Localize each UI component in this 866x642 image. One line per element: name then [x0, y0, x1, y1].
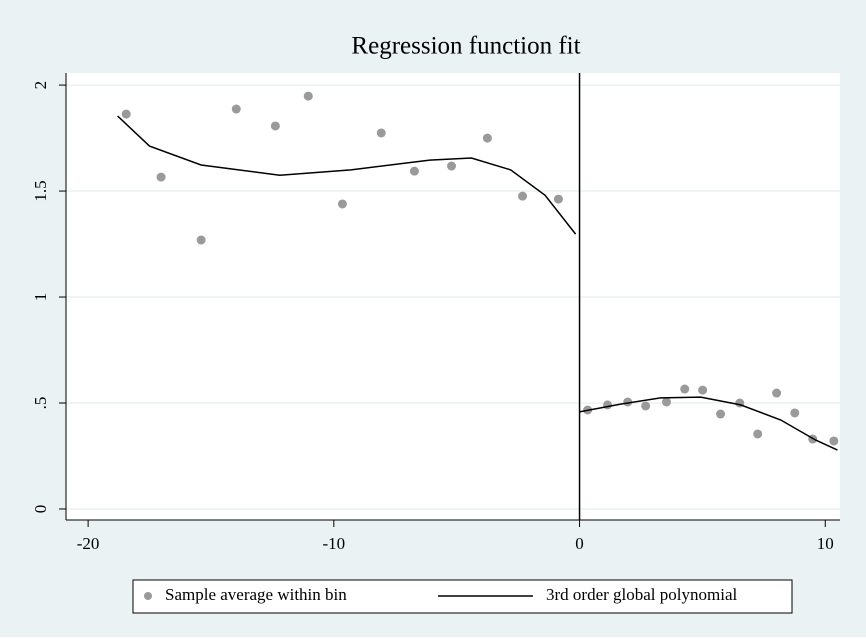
x-tick-label: -20 — [77, 534, 100, 553]
data-point — [196, 235, 206, 245]
data-point — [303, 91, 313, 101]
data-point — [829, 436, 839, 446]
x-tick-label: -10 — [322, 534, 345, 553]
data-point — [337, 199, 347, 209]
data-point — [772, 388, 782, 398]
data-point — [790, 408, 800, 418]
data-point — [603, 400, 613, 410]
y-tick-label: 2 — [31, 81, 50, 90]
x-tick-label: 10 — [817, 534, 834, 553]
legend-label: Sample average within bin — [165, 585, 347, 604]
data-point — [231, 104, 241, 114]
legend-marker — [144, 592, 152, 600]
data-point — [623, 397, 633, 407]
y-tick-label: 1 — [31, 293, 50, 302]
data-point — [518, 191, 528, 201]
data-point — [376, 128, 386, 138]
data-point — [121, 109, 131, 119]
data-point — [156, 172, 166, 182]
data-point — [553, 194, 563, 204]
data-point — [409, 166, 419, 176]
y-tick-label: 0 — [31, 505, 50, 513]
data-point — [447, 161, 457, 171]
y-tick-label: 1.5 — [31, 180, 50, 201]
data-point — [753, 429, 763, 439]
chart-title: Regression function fit — [351, 33, 580, 60]
data-point — [680, 384, 690, 394]
data-point — [698, 385, 708, 395]
data-point — [482, 133, 492, 143]
legend-label: 3rd order global polynomial — [546, 585, 737, 604]
data-point — [641, 401, 651, 411]
y-tick-label: .5 — [31, 397, 50, 410]
data-point — [716, 409, 726, 419]
x-tick-label: 0 — [575, 534, 584, 553]
data-point — [662, 397, 672, 407]
legend — [132, 579, 793, 614]
data-point — [270, 121, 280, 131]
fit-line — [117, 115, 838, 451]
